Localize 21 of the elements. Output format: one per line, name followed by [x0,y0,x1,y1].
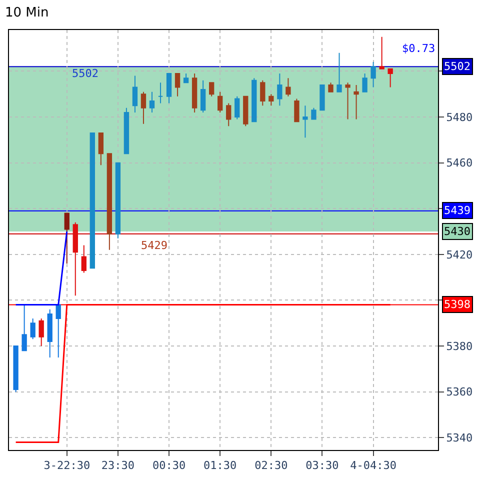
y-tick-label: 5460 [446,156,473,170]
x-tick-label: 03:30 [306,459,339,472]
annotation: 5502 [72,67,98,80]
x-tick-label: 4-04:30 [350,459,396,472]
ref-line-label: 5439 [444,204,470,217]
ref-line-label: 5398 [444,298,470,311]
x-tick-label: 3-22:30 [44,459,90,472]
x-tick-label: 01:30 [204,459,237,472]
x-tick-label: 23:30 [101,459,135,472]
band-label: 5430 [444,225,470,238]
x-tick-label: 02:30 [254,459,288,472]
ref-line-label: 5502 [444,60,470,73]
y-tick-label: 5420 [446,248,473,262]
text: $0.73 [402,42,436,55]
chart-title: 10 Min [4,5,49,20]
x-tick-label: 00:30 [152,459,186,472]
annotation: 5429 [141,239,168,252]
y-tick-label: 5340 [446,431,473,444]
y-tick-label: 5480 [446,110,473,124]
y-tick-label: 5360 [446,386,473,399]
y-tick-label: 5380 [446,340,473,353]
